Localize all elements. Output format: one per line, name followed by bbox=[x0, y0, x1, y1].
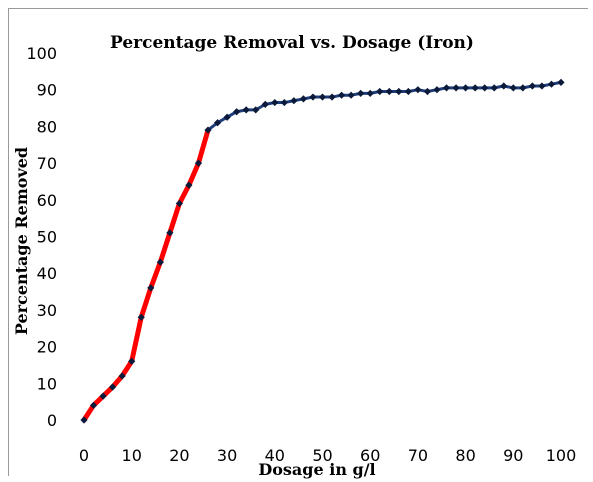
series-segment bbox=[148, 259, 163, 291]
data-point bbox=[547, 80, 556, 88]
x-tick-label: 20 bbox=[169, 446, 189, 465]
data-point bbox=[519, 84, 527, 92]
x-tick-label: 60 bbox=[360, 446, 380, 465]
series-segment bbox=[195, 127, 211, 166]
data-point bbox=[500, 82, 508, 90]
series-segment bbox=[167, 200, 182, 236]
x-tick-label: 40 bbox=[265, 446, 285, 465]
y-tick-label: 100 bbox=[26, 44, 57, 63]
tick-labels: 0 10 20 30 40 50 60 70 80 90 100 0 10 20 30 40 50 60 70 80 9… bbox=[26, 44, 576, 465]
data-point bbox=[109, 383, 117, 391]
series-segment bbox=[186, 160, 201, 188]
data-point bbox=[223, 113, 231, 121]
y-tick-label: 50 bbox=[37, 228, 57, 247]
data-point bbox=[481, 84, 489, 92]
data-point bbox=[194, 159, 203, 167]
data-point bbox=[509, 84, 517, 92]
data-point bbox=[137, 313, 145, 321]
data-point bbox=[261, 100, 269, 108]
x-axis-label: Dosage in g/l bbox=[258, 460, 375, 479]
chart-title: Percentage Removal vs. Dosage (Iron) bbox=[110, 33, 474, 53]
data-point bbox=[290, 97, 298, 105]
series-segment bbox=[129, 314, 144, 364]
data-point bbox=[80, 416, 88, 424]
x-tick-label: 90 bbox=[503, 446, 523, 465]
data-point bbox=[233, 108, 241, 116]
series-segment bbox=[176, 182, 192, 206]
data-point bbox=[471, 84, 479, 92]
y-tick-label: 80 bbox=[37, 117, 57, 136]
y-tick-label: 70 bbox=[37, 154, 57, 173]
data-point bbox=[433, 86, 441, 94]
data-point bbox=[252, 106, 260, 114]
y-tick-label: 0 bbox=[47, 411, 57, 430]
data-point bbox=[414, 86, 422, 94]
series-line bbox=[81, 80, 563, 423]
data-point bbox=[118, 372, 126, 380]
data-point bbox=[175, 199, 183, 208]
data-point bbox=[423, 87, 432, 96]
y-tick-label: 10 bbox=[37, 374, 57, 393]
x-tick-label: 30 bbox=[217, 446, 237, 465]
y-tick-label: 40 bbox=[37, 264, 57, 283]
data-point bbox=[404, 87, 412, 96]
data-point bbox=[156, 258, 164, 266]
data-point bbox=[99, 392, 107, 400]
data-point bbox=[347, 91, 355, 99]
series-segment bbox=[81, 402, 97, 423]
series-segment bbox=[138, 285, 154, 320]
x-tick-label: 80 bbox=[455, 446, 475, 465]
x-tick-label: 100 bbox=[546, 446, 577, 465]
data-point bbox=[366, 89, 374, 97]
data-point bbox=[442, 84, 451, 92]
data-point bbox=[490, 84, 498, 92]
series-segment bbox=[157, 230, 173, 265]
y-axis-label: Percentage Removed bbox=[12, 147, 31, 335]
data-point bbox=[357, 89, 365, 97]
x-tick-label: 0 bbox=[79, 446, 89, 465]
y-tick-label: 20 bbox=[37, 338, 57, 357]
data-point bbox=[452, 84, 460, 92]
data-point bbox=[337, 91, 346, 99]
series-segment bbox=[119, 358, 135, 379]
chart-frame bbox=[8, 8, 588, 476]
data-point bbox=[213, 119, 222, 127]
data-point bbox=[204, 126, 212, 134]
series-markers bbox=[80, 78, 565, 424]
data-point bbox=[271, 98, 279, 107]
y-tick-label: 30 bbox=[37, 301, 57, 320]
data-point bbox=[166, 229, 174, 237]
data-point bbox=[242, 106, 250, 114]
y-tick-label: 60 bbox=[37, 191, 57, 210]
data-point bbox=[557, 78, 565, 86]
data-point bbox=[328, 93, 336, 101]
data-point bbox=[89, 401, 98, 409]
x-tick-label: 50 bbox=[312, 446, 332, 465]
y-tick-label: 90 bbox=[37, 81, 57, 100]
data-point bbox=[128, 357, 136, 365]
data-point bbox=[462, 84, 470, 92]
x-tick-label: 70 bbox=[408, 446, 428, 465]
x-tick-label: 10 bbox=[122, 446, 142, 465]
data-point bbox=[385, 87, 393, 96]
data-point bbox=[538, 82, 546, 90]
data-point bbox=[185, 181, 193, 189]
data-point bbox=[309, 93, 317, 101]
data-point bbox=[318, 93, 327, 101]
data-point bbox=[280, 98, 288, 107]
data-point bbox=[299, 95, 308, 103]
data-point bbox=[376, 87, 384, 96]
data-point bbox=[395, 87, 403, 96]
data-point bbox=[147, 284, 155, 292]
data-point bbox=[528, 82, 536, 90]
